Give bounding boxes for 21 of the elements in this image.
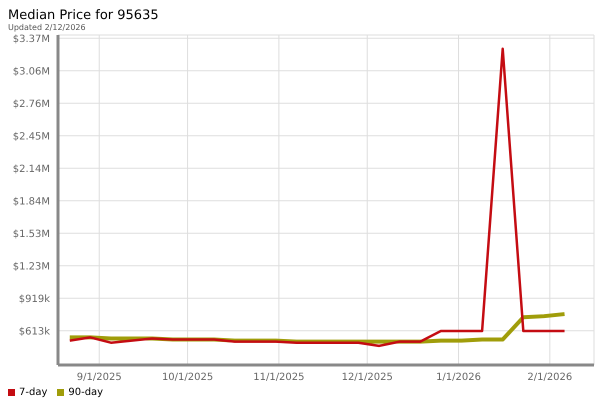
- x-tick-label: 1/1/2026: [436, 372, 481, 384]
- chart-subtitle: Updated 2/12/2026: [8, 23, 87, 33]
- legend-label: 7-day: [19, 387, 48, 398]
- y-tick-label: $1.53M: [12, 228, 50, 240]
- legend-label: 90-day: [68, 387, 104, 398]
- x-tick-label: 12/1/2025: [342, 372, 393, 384]
- chart-title: Median Price for 95635: [8, 8, 160, 23]
- x-tick-label: 11/1/2025: [253, 372, 305, 384]
- y-tick-label: $2.76M: [12, 98, 50, 110]
- y-tick-label: $3.06M: [12, 66, 50, 78]
- y-tick-label: $1.23M: [12, 261, 50, 272]
- y-tick-label: $613k: [18, 326, 50, 338]
- y-tick-label: $919k: [18, 294, 50, 305]
- y-tick-label: $3.37M: [12, 34, 50, 45]
- y-tick-label: $2.14M: [12, 164, 50, 175]
- line-series: [68, 48, 566, 348]
- x-tick-label: 2/1/2026: [527, 372, 572, 384]
- y-tick-label: $1.84M: [12, 196, 50, 208]
- x-tick-label: 9/1/2025: [76, 372, 122, 384]
- x-tick-label: 10/1/2025: [162, 372, 214, 384]
- y-tick-label: $2.45M: [12, 131, 50, 142]
